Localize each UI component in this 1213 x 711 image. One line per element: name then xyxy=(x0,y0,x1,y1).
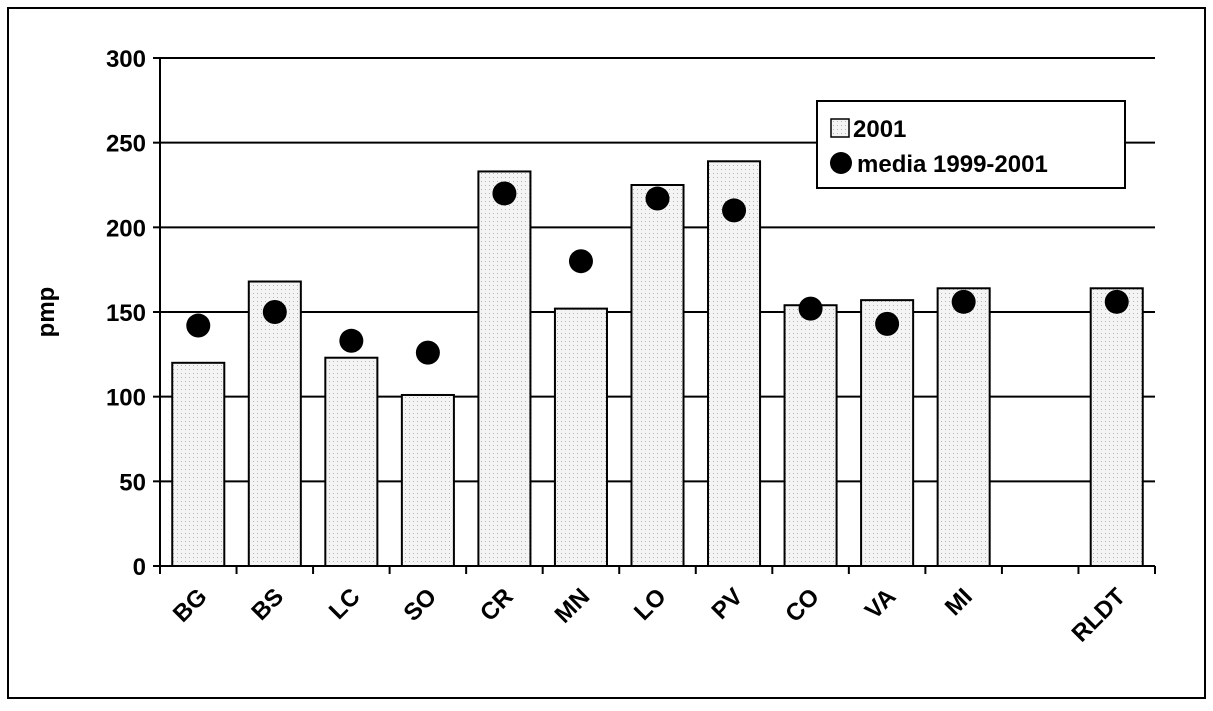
legend-label-media: media 1999-2001 xyxy=(857,151,1048,178)
bar-lc xyxy=(324,356,379,567)
y-tick-label: 100 xyxy=(106,385,146,412)
y-tick-label: 300 xyxy=(106,46,146,73)
marker-so xyxy=(415,340,440,365)
marker-mi xyxy=(951,289,976,314)
marker-mn xyxy=(568,249,593,274)
marker-bs xyxy=(262,300,287,324)
marker-va xyxy=(875,311,900,336)
y-tick-label: 200 xyxy=(106,215,146,242)
bar-lo xyxy=(630,184,685,567)
bar-mn xyxy=(553,307,608,567)
marker-pv xyxy=(722,198,747,223)
bar-mi xyxy=(936,287,991,567)
y-axis-label: pmp xyxy=(33,287,60,338)
y-tick-label: 150 xyxy=(106,300,146,327)
bar-cr xyxy=(477,170,532,567)
legend-box xyxy=(816,100,1126,189)
bar-co xyxy=(783,304,838,567)
bar-bg xyxy=(171,361,226,567)
bar-pv xyxy=(707,160,762,567)
marker-bg xyxy=(186,313,211,338)
legend-swatch-bar xyxy=(830,118,850,138)
bar-rldt xyxy=(1089,287,1144,567)
bar-va xyxy=(860,299,915,567)
marker-lo xyxy=(645,186,670,211)
legend-label-2001: 2001 xyxy=(853,116,906,143)
bar-bs xyxy=(247,280,302,567)
y-tick-label: 250 xyxy=(106,131,146,158)
legend: 2001 media 1999-2001 xyxy=(816,100,1126,189)
legend-swatch-marker xyxy=(830,152,852,174)
y-tick-label: 0 xyxy=(133,554,146,581)
y-tick-label: 50 xyxy=(119,469,146,496)
marker-co xyxy=(798,296,823,321)
bar-so xyxy=(400,393,455,567)
marker-rldt xyxy=(1104,289,1129,314)
marker-lc xyxy=(339,328,364,353)
marker-cr xyxy=(492,181,517,206)
